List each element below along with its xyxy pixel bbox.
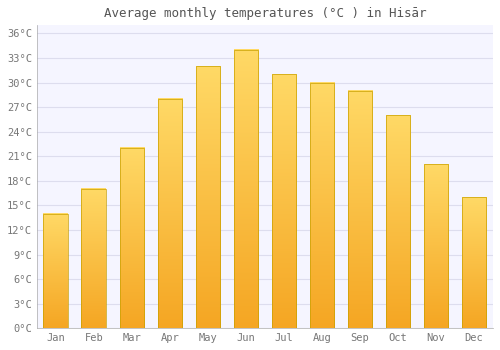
Bar [120, 148, 144, 328]
Bar [386, 116, 410, 328]
Bar [158, 99, 182, 328]
Title: Average monthly temperatures (°C ) in Hisār: Average monthly temperatures (°C ) in Hi… [104, 7, 426, 20]
Bar [310, 83, 334, 328]
Bar [348, 91, 372, 328]
Bar [44, 214, 68, 328]
Bar [272, 75, 296, 328]
Bar [82, 189, 106, 328]
Bar [424, 164, 448, 328]
Bar [234, 50, 258, 328]
Bar [462, 197, 486, 328]
Bar [196, 66, 220, 328]
